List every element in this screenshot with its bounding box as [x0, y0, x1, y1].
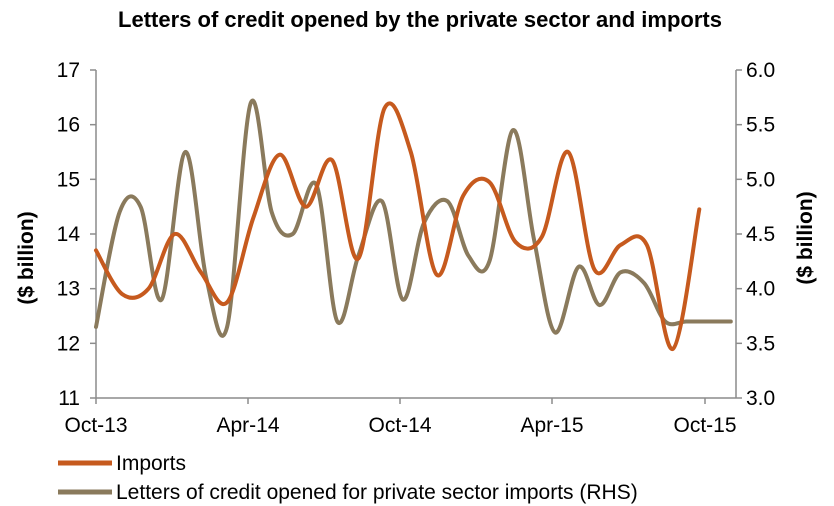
right-axis-ticks: 3.0 3.5 4.0 4.5 5.0 5.5 6.0 — [736, 59, 775, 410]
right-tick-label: 5.0 — [746, 168, 775, 191]
right-tick-label: 3.5 — [746, 332, 775, 355]
right-axis-label: ($ billion) — [794, 191, 817, 284]
right-tick-label: 3.0 — [746, 387, 775, 410]
x-tick-label: Oct-13 — [64, 414, 127, 437]
series-group — [94, 98, 733, 351]
chart-title: Letters of credit opened by the private … — [118, 7, 722, 32]
series-line-imports — [94, 101, 702, 351]
x-tick-label: Oct-15 — [673, 414, 736, 437]
x-tick-label: Apr-14 — [216, 414, 279, 437]
x-tick-label: Apr-15 — [520, 414, 583, 437]
left-tick-label: 14 — [57, 223, 81, 246]
right-tick-label: 4.0 — [746, 278, 775, 301]
left-tick-label: 16 — [57, 114, 80, 137]
legend: Imports Letters of credit opened for pri… — [58, 452, 638, 504]
left-tick-label: 13 — [57, 278, 80, 301]
series-line-letters-of-credit — [94, 98, 733, 338]
right-tick-label: 6.0 — [746, 59, 775, 82]
legend-label-imports: Imports — [116, 452, 186, 475]
axes — [95, 70, 737, 399]
left-axis-label: ($ billion) — [15, 211, 38, 304]
right-tick-label: 5.5 — [746, 114, 775, 137]
left-tick-label: 11 — [58, 387, 80, 410]
left-tick-label: 17 — [57, 59, 80, 82]
legend-label-lc: Letters of credit opened for private sec… — [116, 481, 638, 504]
left-axis-ticks: 11 12 13 14 15 16 17 — [57, 59, 96, 410]
x-tick-label: Oct-14 — [368, 414, 431, 437]
left-tick-label: 15 — [57, 168, 80, 191]
left-tick-label: 12 — [57, 332, 80, 355]
x-axis-ticks: Oct-13 Apr-14 Oct-14 Apr-15 Oct-15 — [64, 398, 737, 437]
right-tick-label: 4.5 — [746, 223, 775, 246]
